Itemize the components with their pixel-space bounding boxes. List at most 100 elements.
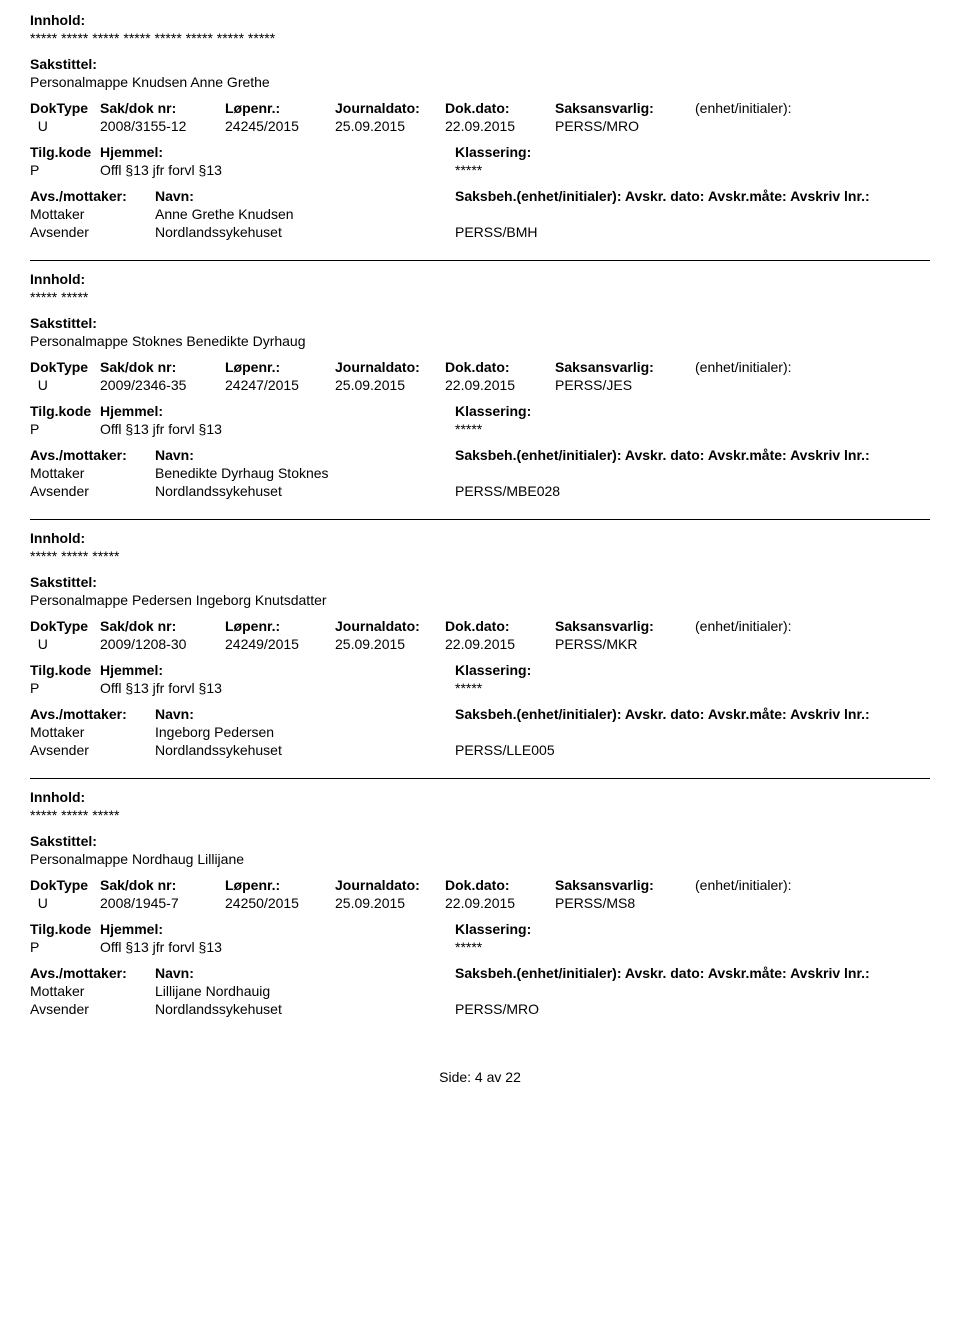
avsmottaker-label: Avs./mottaker: bbox=[30, 447, 155, 463]
hjemmel-label: Hjemmel: bbox=[100, 662, 455, 678]
avsender-code: PERSS/LLE005 bbox=[455, 742, 930, 758]
lopenr-value: 24245/2015 bbox=[225, 118, 335, 134]
mottaker-code bbox=[455, 983, 930, 999]
hjemmel-label: Hjemmel: bbox=[100, 403, 455, 419]
dokdato-label: Dok.dato: bbox=[445, 359, 555, 375]
hjemmel-label: Hjemmel: bbox=[100, 921, 455, 937]
avsender-org: Nordlandssykehuset bbox=[155, 742, 455, 758]
dokdato-value: 22.09.2015 bbox=[445, 636, 555, 652]
saksansvarlig-value: PERSS/MKR bbox=[555, 636, 695, 652]
sakstittel-text: Personalmappe Knudsen Anne Grethe bbox=[30, 74, 930, 90]
navn-label: Navn: bbox=[155, 447, 455, 463]
sakdok-value: 2009/2346-35 bbox=[100, 377, 225, 393]
mottaker-role: Mottaker bbox=[30, 983, 155, 999]
mottaker-role: Mottaker bbox=[30, 465, 155, 481]
innhold-text: ***** ***** bbox=[30, 289, 930, 305]
dokdato-label: Dok.dato: bbox=[445, 877, 555, 893]
enhet-value bbox=[695, 636, 930, 652]
journal-record: Innhold: ***** ***** Sakstittel: Persona… bbox=[30, 260, 930, 511]
doktype-value: U bbox=[30, 895, 100, 911]
navn-label: Navn: bbox=[155, 965, 455, 981]
enhet-label: (enhet/initialer): bbox=[695, 359, 930, 375]
lopenr-value: 24247/2015 bbox=[225, 377, 335, 393]
enhet-label: (enhet/initialer): bbox=[695, 100, 930, 116]
enhet-value bbox=[695, 377, 930, 393]
klassering-value: ***** bbox=[455, 421, 930, 437]
doktype-value: U bbox=[30, 636, 100, 652]
doktype-label: DokType bbox=[30, 877, 100, 893]
journaldato-value: 25.09.2015 bbox=[335, 895, 445, 911]
avsender-org: Nordlandssykehuset bbox=[155, 1001, 455, 1017]
saksansvarlig-value: PERSS/MRO bbox=[555, 118, 695, 134]
enhet-label: (enhet/initialer): bbox=[695, 877, 930, 893]
mottaker-person: Benedikte Dyrhaug Stoknes bbox=[155, 465, 455, 481]
saksansvarlig-value: PERSS/MS8 bbox=[555, 895, 695, 911]
sakdok-value: 2008/1945-7 bbox=[100, 895, 225, 911]
hjemmel-label: Hjemmel: bbox=[100, 144, 455, 160]
sakdok-label: Sak/dok nr: bbox=[100, 618, 225, 634]
innhold-text: ***** ***** ***** ***** ***** ***** ****… bbox=[30, 30, 930, 46]
innhold-text: ***** ***** ***** bbox=[30, 807, 930, 823]
journaldato-value: 25.09.2015 bbox=[335, 377, 445, 393]
journal-record: Innhold: ***** ***** ***** Sakstittel: P… bbox=[30, 778, 930, 1029]
mottaker-code bbox=[455, 724, 930, 740]
avsender-code: PERSS/MRO bbox=[455, 1001, 930, 1017]
klassering-value: ***** bbox=[455, 939, 930, 955]
innhold-text: ***** ***** ***** bbox=[30, 548, 930, 564]
lopenr-value: 24250/2015 bbox=[225, 895, 335, 911]
lopenr-value: 24249/2015 bbox=[225, 636, 335, 652]
klassering-label: Klassering: bbox=[455, 921, 930, 937]
enhet-label: (enhet/initialer): bbox=[695, 618, 930, 634]
saksbeh-label: Saksbeh.(enhet/initialer): Avskr. dato: … bbox=[455, 706, 930, 722]
klassering-label: Klassering: bbox=[455, 403, 930, 419]
klassering-label: Klassering: bbox=[455, 662, 930, 678]
saksansvarlig-label: Saksansvarlig: bbox=[555, 359, 695, 375]
saksbeh-label: Saksbeh.(enhet/initialer): Avskr. dato: … bbox=[455, 447, 930, 463]
mottaker-role: Mottaker bbox=[30, 206, 155, 222]
tilgkode-label: Tilg.kode bbox=[30, 403, 100, 419]
doktype-label: DokType bbox=[30, 618, 100, 634]
hjemmel-value: Offl §13 jfr forvl §13 bbox=[100, 421, 455, 437]
avsender-role: Avsender bbox=[30, 483, 155, 499]
saksansvarlig-value: PERSS/JES bbox=[555, 377, 695, 393]
sakdok-label: Sak/dok nr: bbox=[100, 100, 225, 116]
saksansvarlig-label: Saksansvarlig: bbox=[555, 100, 695, 116]
avsender-role: Avsender bbox=[30, 224, 155, 240]
sakstittel-label: Sakstittel: bbox=[30, 56, 930, 72]
tilgkode-label: Tilg.kode bbox=[30, 921, 100, 937]
innhold-label: Innhold: bbox=[30, 789, 930, 805]
journaldato-label: Journaldato: bbox=[335, 359, 445, 375]
mottaker-person: Ingeborg Pedersen bbox=[155, 724, 455, 740]
avsmottaker-label: Avs./mottaker: bbox=[30, 706, 155, 722]
avsender-org: Nordlandssykehuset bbox=[155, 483, 455, 499]
hjemmel-value: Offl §13 jfr forvl §13 bbox=[100, 939, 455, 955]
klassering-value: ***** bbox=[455, 162, 930, 178]
saksbeh-label: Saksbeh.(enhet/initialer): Avskr. dato: … bbox=[455, 188, 930, 204]
enhet-value bbox=[695, 118, 930, 134]
doktype-value: U bbox=[30, 118, 100, 134]
dokdato-label: Dok.dato: bbox=[445, 618, 555, 634]
mottaker-person: Lillijane Nordhauig bbox=[155, 983, 455, 999]
saksansvarlig-label: Saksansvarlig: bbox=[555, 877, 695, 893]
journal-record: Innhold: ***** ***** ***** ***** ***** *… bbox=[30, 12, 930, 252]
lopenr-label: Løpenr.: bbox=[225, 359, 335, 375]
journaldato-value: 25.09.2015 bbox=[335, 636, 445, 652]
doktype-label: DokType bbox=[30, 100, 100, 116]
tilgkode-value: P bbox=[30, 680, 100, 696]
mottaker-code bbox=[455, 465, 930, 481]
avsmottaker-label: Avs./mottaker: bbox=[30, 965, 155, 981]
innhold-label: Innhold: bbox=[30, 271, 930, 287]
hjemmel-value: Offl §13 jfr forvl §13 bbox=[100, 680, 455, 696]
mottaker-person: Anne Grethe Knudsen bbox=[155, 206, 455, 222]
saksansvarlig-label: Saksansvarlig: bbox=[555, 618, 695, 634]
sakdok-label: Sak/dok nr: bbox=[100, 359, 225, 375]
mottaker-role: Mottaker bbox=[30, 724, 155, 740]
avsender-code: PERSS/BMH bbox=[455, 224, 930, 240]
journaldato-label: Journaldato: bbox=[335, 618, 445, 634]
avsender-role: Avsender bbox=[30, 742, 155, 758]
journaldato-label: Journaldato: bbox=[335, 100, 445, 116]
mottaker-code bbox=[455, 206, 930, 222]
klassering-label: Klassering: bbox=[455, 144, 930, 160]
sakstittel-text: Personalmappe Stoknes Benedikte Dyrhaug bbox=[30, 333, 930, 349]
innhold-label: Innhold: bbox=[30, 12, 930, 28]
